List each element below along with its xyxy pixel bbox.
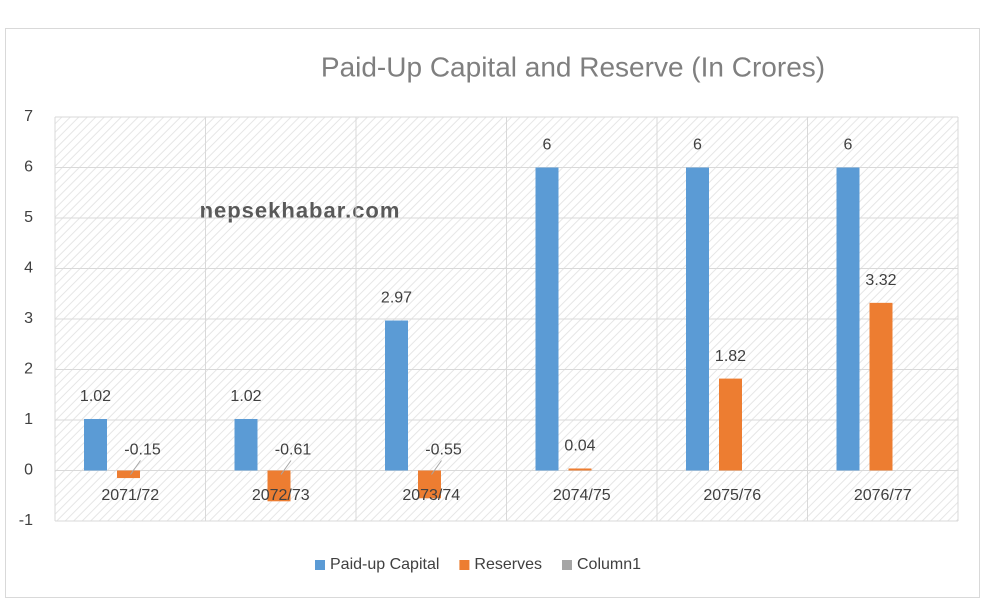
x-tick-label: 2073/74 xyxy=(402,487,460,504)
y-tick-label: 7 xyxy=(24,108,33,125)
data-label: 0.04 xyxy=(564,438,595,455)
bar xyxy=(535,167,559,471)
bar xyxy=(568,468,592,471)
data-label: 6 xyxy=(844,137,853,154)
legend-swatch xyxy=(459,560,470,570)
bar xyxy=(719,378,742,471)
data-label: 6 xyxy=(693,137,702,154)
legend-swatch xyxy=(315,560,325,570)
marks xyxy=(84,167,893,502)
data-label: 3.32 xyxy=(865,272,896,289)
x-tick-label: 2072/73 xyxy=(252,487,310,504)
data-label: 6 xyxy=(543,137,552,154)
data-label: -0.61 xyxy=(275,442,312,459)
x-tick-label: 2074/75 xyxy=(553,487,611,504)
leader-line xyxy=(130,460,141,475)
y-tick-label: 3 xyxy=(24,310,33,327)
data-label: 1.02 xyxy=(230,388,261,405)
legend-label: Reserves xyxy=(474,556,542,573)
bar xyxy=(234,418,258,471)
y-tick-label: 5 xyxy=(24,209,33,226)
y-tick-label: 0 xyxy=(24,462,33,479)
labels: -1 0 1 2 3 4 5 6 7 2071/72 1.02 -0.15 2072/73 1.02 -0.… xyxy=(19,108,912,573)
bar xyxy=(418,470,441,499)
y-tick-label: -1 xyxy=(19,512,33,529)
grid xyxy=(54,116,959,522)
data-label: -0.15 xyxy=(124,442,161,459)
y-tick-label: 6 xyxy=(24,159,33,176)
chart-title: Paid-Up Capital and Reserve (In Crores) xyxy=(321,51,825,82)
leader-line xyxy=(431,460,442,475)
data-label: 1.02 xyxy=(80,388,111,405)
y-tick-label: 4 xyxy=(24,260,33,277)
bar xyxy=(869,302,893,471)
bar xyxy=(385,320,408,471)
bar xyxy=(267,470,291,502)
data-label: -0.55 xyxy=(425,442,462,459)
x-tick-label: 2075/76 xyxy=(703,487,761,504)
y-tick-label: 1 xyxy=(24,411,33,428)
bar xyxy=(686,167,709,471)
watermark: nepsekhabar.com xyxy=(200,198,401,223)
y-tick-label: 2 xyxy=(24,361,33,378)
data-label: 1.82 xyxy=(715,348,746,365)
legend-label: Column1 xyxy=(577,556,641,573)
x-tick-label: 2071/72 xyxy=(101,487,159,504)
legend-label: Paid-up Capital xyxy=(330,556,439,573)
leader-line xyxy=(280,460,292,475)
bar xyxy=(117,470,140,479)
data-label: 2.97 xyxy=(381,290,412,307)
x-tick-label: 2076/77 xyxy=(854,487,912,504)
bar xyxy=(836,167,860,471)
bar xyxy=(84,418,107,471)
legend-swatch xyxy=(561,560,572,570)
